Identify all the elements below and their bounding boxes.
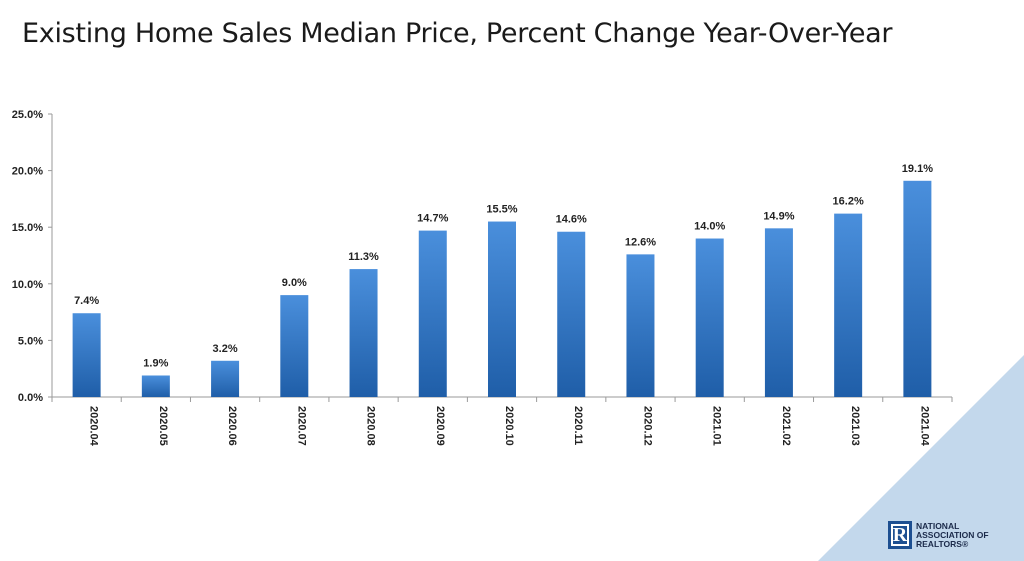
x-tick-label: 2021.01 xyxy=(711,406,723,446)
chart-y-tick-labels: 0.0% 5.0% 10.0% 15.0% 20.0% 25.0% xyxy=(12,109,43,404)
x-tick-label: 2020.11 xyxy=(572,406,584,445)
y-tick-label: 0.0% xyxy=(18,392,43,404)
nar-logo: R NATIONAL ASSOCIATION OF REALTORS® xyxy=(888,521,989,549)
x-tick-label: 2021.02 xyxy=(780,406,792,446)
bar xyxy=(903,180,932,397)
x-tick-label: 2020.06 xyxy=(226,406,238,446)
bar xyxy=(834,213,863,397)
chart-data-labels: 7.4% 1.9% 3.2% 9.0% 11.3% 14.7% 15.5% 14.6% 12.6… xyxy=(74,163,933,370)
bar xyxy=(626,254,655,397)
chart-x-tick-labels: 2020.04 2020.05 2020.06 2020.07 2020.08 2020.… xyxy=(88,406,931,447)
bar xyxy=(488,221,516,397)
bar xyxy=(141,375,170,397)
y-tick-label: 15.0% xyxy=(12,222,43,234)
y-tick-label: 5.0% xyxy=(18,335,43,347)
bar xyxy=(695,238,724,397)
y-tick-label: 10.0% xyxy=(12,279,43,291)
data-label: 9.0% xyxy=(282,277,307,289)
x-tick-label: 2020.09 xyxy=(434,406,446,446)
realtor-r-icon: R xyxy=(888,521,912,549)
y-tick-label: 25.0% xyxy=(12,109,43,121)
bar xyxy=(349,269,378,397)
chart-bars xyxy=(72,180,932,397)
data-label: 7.4% xyxy=(74,295,99,307)
x-tick-label: 2020.12 xyxy=(641,406,653,446)
bar xyxy=(72,313,101,397)
data-label: 14.7% xyxy=(417,213,448,225)
data-label: 14.0% xyxy=(694,221,725,233)
x-tick-label: 2020.07 xyxy=(295,406,307,446)
logo-line-3: REALTORS® xyxy=(916,538,969,549)
logo-line-2: ASSOCIATION OF xyxy=(916,529,989,540)
bar xyxy=(418,230,447,397)
data-label: 14.6% xyxy=(556,214,587,226)
x-tick-label: 2020.10 xyxy=(503,406,515,446)
x-tick-label: 2020.08 xyxy=(365,406,377,446)
x-tick-label: 2021.03 xyxy=(849,406,861,446)
data-label: 16.2% xyxy=(833,196,864,208)
data-label: 3.2% xyxy=(213,343,238,355)
y-tick-label: 20.0% xyxy=(12,166,43,178)
data-label: 1.9% xyxy=(143,357,168,369)
x-tick-label: 2020.05 xyxy=(157,406,169,446)
data-label: 11.3% xyxy=(348,251,379,263)
bar xyxy=(557,231,586,397)
data-label: 14.9% xyxy=(763,210,794,222)
chart-title: Existing Home Sales Median Price, Percen… xyxy=(22,18,893,49)
logo-text: NATIONAL ASSOCIATION OF REALTORS® xyxy=(916,520,989,549)
data-label: 15.5% xyxy=(486,204,517,216)
bar xyxy=(211,360,240,397)
x-tick-label: 2021.04 xyxy=(918,406,930,447)
logo-line-1: NATIONAL xyxy=(916,520,960,531)
bar xyxy=(764,228,793,397)
bar xyxy=(280,295,309,397)
data-label: 12.6% xyxy=(625,236,656,248)
x-tick-label: 2020.04 xyxy=(88,406,100,447)
data-label: 19.1% xyxy=(902,163,933,175)
